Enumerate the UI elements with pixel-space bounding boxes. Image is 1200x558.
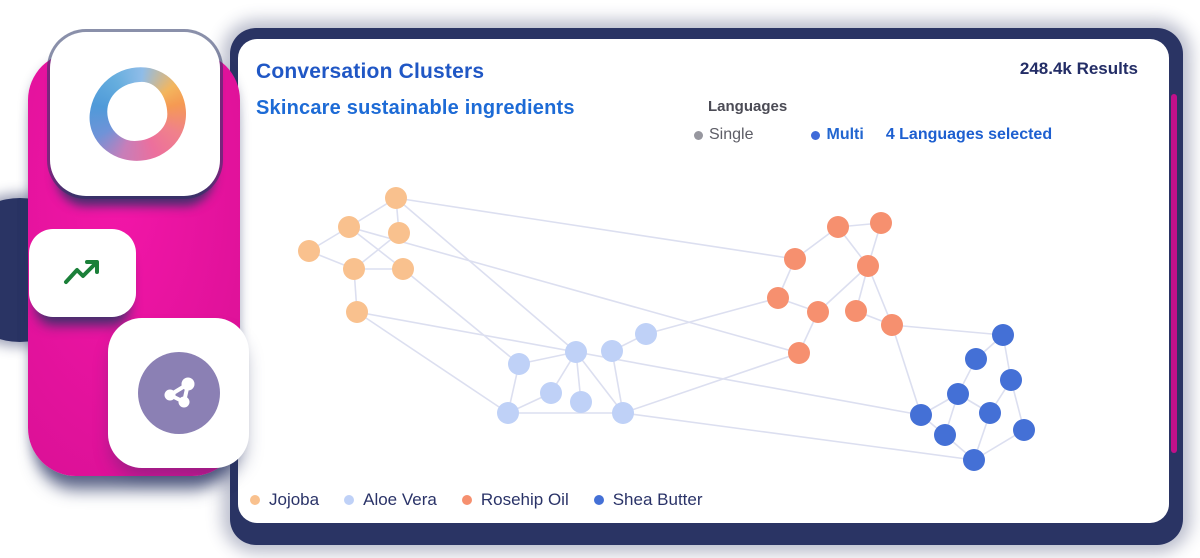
graph-node-shea-butter[interactable] xyxy=(963,449,985,471)
share-app-card[interactable] xyxy=(108,318,249,468)
single-language-dot-icon xyxy=(694,130,703,140)
language-option-single[interactable]: Single xyxy=(694,126,753,144)
graph-node-jojoba[interactable] xyxy=(298,240,320,262)
graph-node-jojoba[interactable] xyxy=(338,216,360,238)
cluster-legend: Jojoba Aloe Vera Rosehip Oil Shea Butter xyxy=(250,490,703,510)
graph-node-shea-butter[interactable] xyxy=(992,324,1014,346)
graph-node-rosehip-oil[interactable] xyxy=(857,255,879,277)
legend-item-aloe-vera[interactable]: Aloe Vera xyxy=(344,490,437,510)
graph-node-shea-butter[interactable] xyxy=(1013,419,1035,441)
trend-app-card[interactable] xyxy=(29,229,136,317)
graph-node-rosehip-oil[interactable] xyxy=(881,314,903,336)
graph-node-jojoba[interactable] xyxy=(388,222,410,244)
page-title: Conversation Clusters xyxy=(256,60,485,83)
languages-row: Single Multi 4 Languages selected xyxy=(694,126,1052,144)
graph-node-shea-butter[interactable] xyxy=(1000,369,1022,391)
graph-node-shea-butter[interactable] xyxy=(910,404,932,426)
single-language-label: Single xyxy=(709,126,754,143)
graph-node-rosehip-oil[interactable] xyxy=(827,216,849,238)
graph-node-rosehip-oil[interactable] xyxy=(788,342,810,364)
graph-node-shea-butter[interactable] xyxy=(934,424,956,446)
legend-label-jojoba: Jojoba xyxy=(269,490,320,509)
graph-node-aloe-vera[interactable] xyxy=(565,341,587,363)
language-option-multi[interactable]: Multi xyxy=(811,126,864,144)
legend-item-rosehip-oil[interactable]: Rosehip Oil xyxy=(461,490,569,510)
search-query-subtitle: Skincare sustainable ingredients xyxy=(256,97,575,119)
graph-node-shea-butter[interactable] xyxy=(979,402,1001,424)
share-network-icon xyxy=(164,377,195,408)
legend-label-shea-butter: Shea Butter xyxy=(612,490,703,509)
graph-node-rosehip-oil[interactable] xyxy=(807,301,829,323)
shea-butter-dot-icon xyxy=(593,495,604,505)
share-icon-circle xyxy=(138,352,220,434)
graph-node-rosehip-oil[interactable] xyxy=(767,287,789,309)
jojoba-dot-icon xyxy=(250,495,260,505)
brand-logo-card[interactable] xyxy=(50,32,220,196)
graph-node-aloe-vera[interactable] xyxy=(612,402,634,424)
graph-node-aloe-vera[interactable] xyxy=(508,353,530,375)
graph-node-rosehip-oil[interactable] xyxy=(870,212,892,234)
graph-node-shea-butter[interactable] xyxy=(947,383,969,405)
graph-node-rosehip-oil[interactable] xyxy=(784,248,806,270)
multi-language-dot-icon xyxy=(811,130,821,140)
graph-node-aloe-vera[interactable] xyxy=(601,340,623,362)
legend-label-rosehip-oil: Rosehip Oil xyxy=(480,490,569,509)
graph-node-jojoba[interactable] xyxy=(385,187,407,209)
results-count: 248.4k Results xyxy=(1019,59,1138,78)
graph-node-rosehip-oil[interactable] xyxy=(845,300,867,322)
legend-item-jojoba[interactable]: Jojoba xyxy=(250,490,319,510)
graph-node-aloe-vera[interactable] xyxy=(570,391,592,413)
aloe-vera-dot-icon xyxy=(344,495,355,505)
rosehip-oil-dot-icon xyxy=(461,495,472,505)
magenta-accent-strip xyxy=(1171,94,1177,453)
languages-selected-link[interactable]: 4 Languages selected xyxy=(885,126,1053,143)
brand-swirl-logo-icon xyxy=(85,62,191,166)
graph-node-jojoba[interactable] xyxy=(343,258,365,280)
legend-item-shea-butter[interactable]: Shea Butter xyxy=(593,490,703,510)
legend-label-aloe-vera: Aloe Vera xyxy=(363,490,437,509)
languages-label: Languages xyxy=(708,98,788,115)
multi-language-label: Multi xyxy=(826,126,864,143)
graph-node-jojoba[interactable] xyxy=(392,258,414,280)
graph-node-aloe-vera[interactable] xyxy=(540,382,562,404)
graph-node-jojoba[interactable] xyxy=(346,301,368,323)
graph-node-aloe-vera[interactable] xyxy=(497,402,519,424)
graph-node-aloe-vera[interactable] xyxy=(635,323,657,345)
graph-node-shea-butter[interactable] xyxy=(965,348,987,370)
trending-up-icon xyxy=(63,260,99,284)
